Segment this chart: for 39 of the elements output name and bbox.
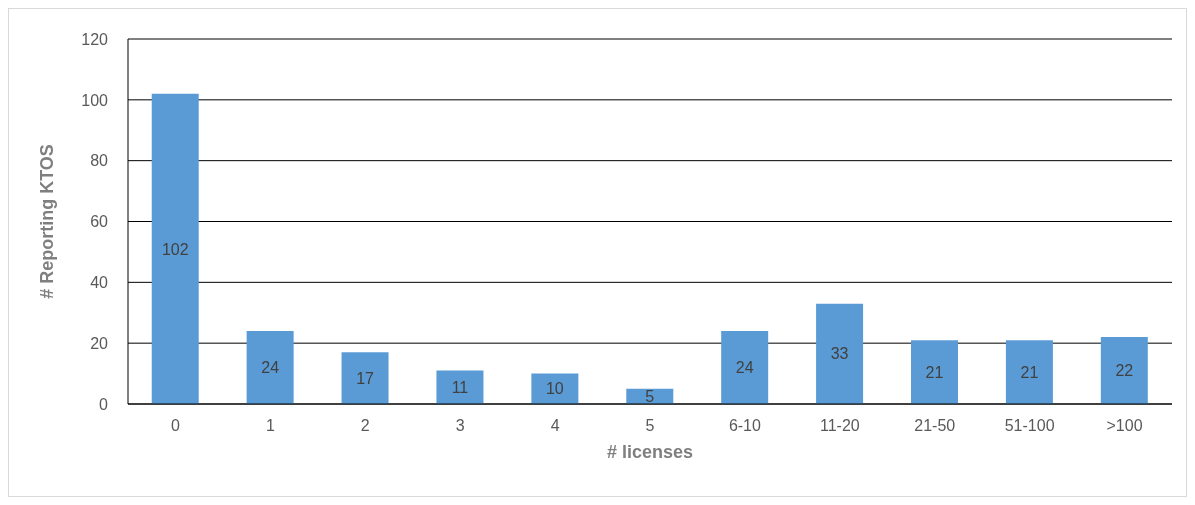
data-label: 5 bbox=[645, 388, 655, 406]
bar bbox=[721, 331, 769, 404]
x-tick-label: 21-50 bbox=[914, 417, 956, 435]
data-label: 10 bbox=[545, 380, 564, 398]
y-tick-label: 120 bbox=[81, 30, 109, 48]
bar bbox=[1100, 337, 1148, 404]
y-tick-label: 20 bbox=[90, 334, 109, 352]
x-axis-title: # licenses bbox=[606, 442, 694, 462]
data-label: 17 bbox=[356, 369, 375, 387]
data-label: 33 bbox=[830, 345, 849, 363]
data-label: 24 bbox=[261, 359, 280, 377]
x-tick-label: 11-20 bbox=[819, 417, 860, 435]
data-label: 24 bbox=[735, 359, 754, 377]
y-tick-label: 0 bbox=[99, 395, 109, 413]
x-tick-label: 2 bbox=[360, 417, 370, 435]
bar bbox=[246, 331, 294, 404]
y-tick-label: 60 bbox=[90, 213, 109, 231]
x-tick-label: 5 bbox=[645, 417, 655, 435]
y-tick-label: 80 bbox=[90, 152, 109, 170]
data-label: 102 bbox=[161, 240, 189, 258]
data-label: 21 bbox=[925, 363, 944, 381]
data-label: 22 bbox=[1115, 362, 1134, 380]
bar bbox=[151, 93, 199, 404]
y-tick-label: 40 bbox=[90, 274, 109, 292]
bar bbox=[1005, 340, 1053, 404]
y-tick-label: 100 bbox=[81, 91, 109, 109]
x-tick-label: 6-10 bbox=[728, 417, 762, 435]
y-axis-title: # Reporting KTOS bbox=[37, 144, 58, 299]
bar bbox=[341, 352, 389, 404]
x-tick-label: 4 bbox=[550, 417, 560, 435]
x-tick-label: 0 bbox=[171, 417, 180, 435]
x-tick-label: 51-100 bbox=[1004, 417, 1055, 435]
bar bbox=[911, 340, 958, 404]
x-tick-label: 3 bbox=[455, 417, 465, 435]
x-tick-label: 1 bbox=[265, 417, 275, 435]
data-label: 21 bbox=[1020, 363, 1039, 381]
x-tick-label: >100 bbox=[1106, 417, 1143, 435]
data-label: 11 bbox=[451, 378, 469, 396]
bar bbox=[816, 303, 864, 404]
